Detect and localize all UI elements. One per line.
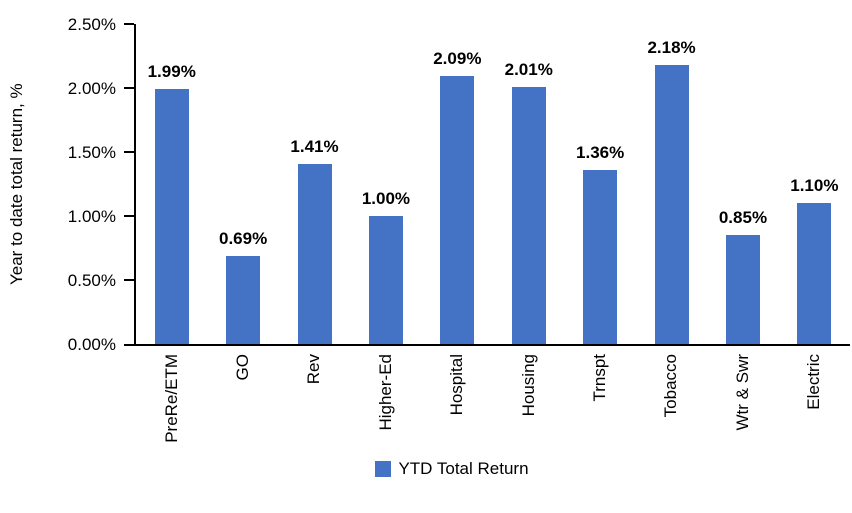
y-tick-label: 1.50% bbox=[67, 143, 116, 162]
y-tick-label: 1.00% bbox=[67, 207, 116, 226]
bar-cell: 1.99% bbox=[136, 24, 207, 344]
bar-cell: 1.10% bbox=[779, 24, 850, 344]
bar-value-label: 0.85% bbox=[718, 208, 768, 227]
bar-cell: 2.01% bbox=[493, 24, 564, 344]
legend: YTD Total Return bbox=[26, 459, 852, 479]
x-category-label: PreRe/ETM bbox=[161, 354, 181, 443]
y-tick-label: 2.00% bbox=[67, 79, 116, 98]
bar-cell: 1.00% bbox=[350, 24, 421, 344]
bar-value-label: 1.41% bbox=[290, 137, 339, 156]
bar-value-label: 2.09% bbox=[433, 49, 482, 68]
x-label-cell: Electric bbox=[779, 352, 850, 452]
bar-value-label: 0.69% bbox=[219, 229, 268, 248]
bar-cell: 2.09% bbox=[422, 24, 493, 344]
x-label-cell: Rev bbox=[279, 352, 350, 452]
y-tick-mark bbox=[124, 215, 134, 217]
bar-value-label: 1.10% bbox=[790, 176, 839, 195]
y-tick-mark bbox=[124, 23, 134, 25]
x-label-cell: Wtr & Swr bbox=[707, 352, 778, 452]
y-tick-label: 0.50% bbox=[67, 271, 116, 290]
bar-Trnspt bbox=[583, 170, 618, 344]
bar-Housing bbox=[511, 87, 546, 344]
bar-value-label: 1.99% bbox=[147, 62, 196, 81]
bar-Wtr & Swr bbox=[725, 235, 760, 344]
bar-cell: 0.85% bbox=[707, 24, 778, 344]
legend-label: YTD Total Return bbox=[398, 459, 529, 478]
y-tick-mark bbox=[124, 279, 134, 281]
bar-value-label: 2.01% bbox=[504, 60, 553, 79]
bar-PreRe/ETM bbox=[154, 89, 189, 344]
x-category-label: GO bbox=[233, 354, 253, 381]
x-label-cell: Housing bbox=[493, 352, 564, 452]
y-axis-line bbox=[134, 24, 136, 346]
x-label-cell: Higher-Ed bbox=[350, 352, 421, 452]
x-category-label: Trnspt bbox=[590, 354, 610, 402]
x-label-cell: Tobacco bbox=[636, 352, 707, 452]
bar-cell: 0.69% bbox=[207, 24, 278, 344]
x-label-cell: GO bbox=[207, 352, 278, 452]
x-category-label: Rev bbox=[304, 354, 324, 385]
bar-Electric bbox=[797, 203, 832, 344]
plot-area: 1.99% 0.69% 1.41% 1.00% 2.09% 2.01% 1.36% 2.18%… bbox=[136, 24, 850, 344]
x-category-label: Hospital bbox=[447, 354, 467, 416]
bar-value-label: 1.36% bbox=[576, 143, 625, 162]
bar-cell: 1.41% bbox=[279, 24, 350, 344]
x-axis-labels: PreRe/ETM GO Rev Higher-Ed Hospital Housing Tr… bbox=[136, 352, 850, 452]
x-category-label: Tobacco bbox=[661, 354, 681, 418]
legend-swatch-icon bbox=[375, 461, 392, 477]
y-tick-label: 2.50% bbox=[67, 15, 116, 34]
bar-Rev bbox=[297, 164, 332, 344]
bar-Tobacco bbox=[654, 65, 689, 344]
bar-value-label: 2.18% bbox=[647, 38, 696, 57]
x-axis-line bbox=[124, 344, 850, 346]
bar-Hospital bbox=[440, 76, 475, 344]
x-category-label: Wtr & Swr bbox=[732, 354, 752, 431]
y-tick-mark bbox=[124, 87, 134, 89]
x-label-cell: PreRe/ETM bbox=[136, 352, 207, 452]
y-tick-label: 0.00% bbox=[67, 335, 116, 354]
y-tick-mark bbox=[124, 151, 134, 153]
x-label-cell: Trnspt bbox=[564, 352, 635, 452]
x-label-cell: Hospital bbox=[422, 352, 493, 452]
bar-GO bbox=[226, 256, 261, 344]
bar-cell: 1.36% bbox=[564, 24, 635, 344]
x-category-label: Electric bbox=[804, 354, 824, 410]
bar-value-label: 1.00% bbox=[361, 189, 411, 208]
bar-cell: 2.18% bbox=[636, 24, 707, 344]
x-category-label: Housing bbox=[518, 354, 538, 417]
y-axis-title: Year to date total return, % bbox=[7, 83, 26, 285]
x-category-label: Higher-Ed bbox=[375, 354, 395, 431]
bar-Higher-Ed bbox=[368, 216, 403, 344]
